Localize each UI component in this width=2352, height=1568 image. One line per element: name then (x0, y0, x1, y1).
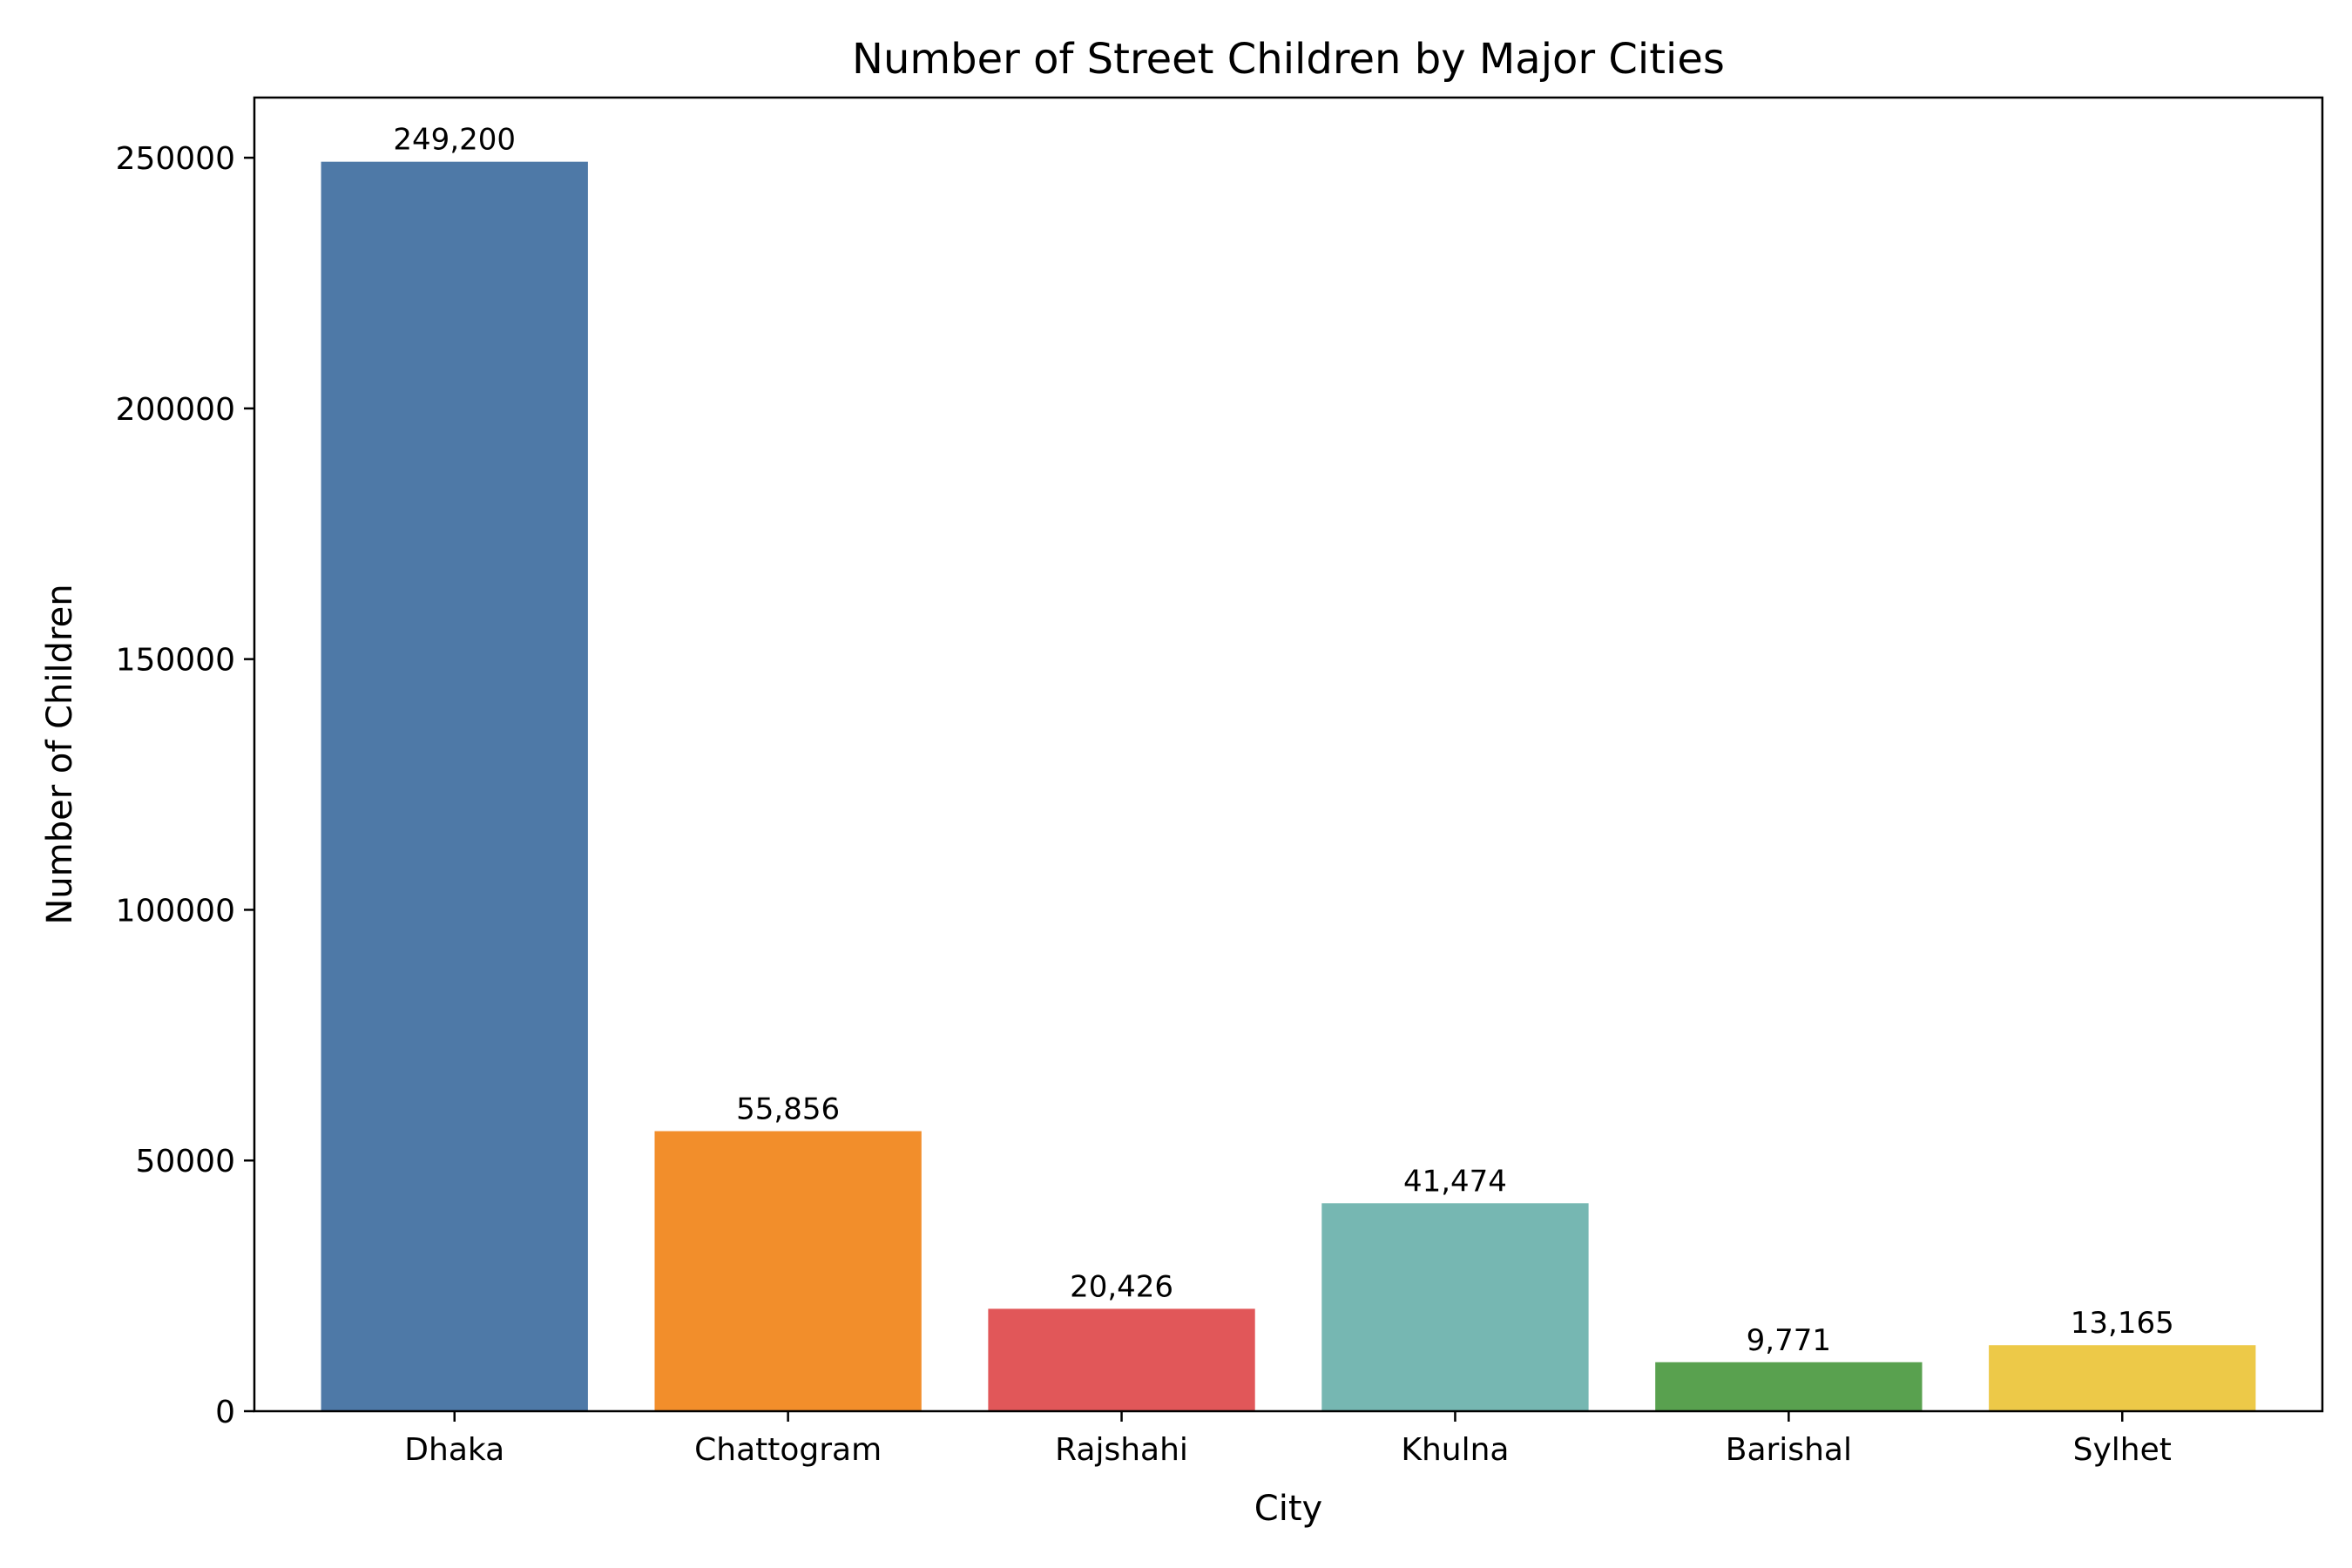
y-axis-label: Number of Children (40, 584, 80, 924)
bars (321, 161, 2256, 1411)
value-label-dhaka: 249,200 (393, 123, 516, 158)
value-label-khulna: 41,474 (1403, 1164, 1507, 1199)
bar-dhaka (321, 161, 588, 1411)
x-axis-label: City (1254, 1489, 1322, 1529)
value-label-sylhet: 13,165 (2071, 1306, 2174, 1341)
bar-rajshahi (988, 1308, 1255, 1411)
x-tick-label: Sylhet (2073, 1432, 2172, 1468)
y-tick-label: 0 (215, 1395, 235, 1430)
plot-frame (253, 96, 2324, 1413)
x-tick-label: Dhaka (404, 1432, 504, 1468)
value-labels: 249,200 55,856 20,426 41,474 9,771 13,165 (393, 123, 2173, 1358)
x-tick-label: Chattogram (694, 1432, 882, 1468)
chart-title: Number of Street Children by Major Citie… (852, 35, 1725, 84)
bar-barishal (1655, 1362, 1923, 1411)
y-tick-label: 200000 (116, 392, 235, 428)
y-tick-label: 150000 (116, 643, 235, 679)
bar-sylhet (1989, 1345, 2256, 1411)
x-tick-label: Barishal (1726, 1432, 1852, 1468)
value-label-chattogram: 55,856 (736, 1092, 840, 1127)
value-label-rajshahi: 20,426 (1070, 1269, 1173, 1304)
y-tick-label: 250000 (116, 141, 235, 177)
bar-chattogram (654, 1131, 922, 1411)
bar-khulna (1321, 1203, 1589, 1411)
x-tick-label: Khulna (1401, 1432, 1509, 1468)
value-label-barishal: 9,771 (1747, 1323, 1831, 1358)
y-axis-ticks: 0 50000 100000 150000 200000 250000 (116, 141, 254, 1430)
y-tick-label: 100000 (116, 893, 235, 929)
x-tick-label: Rajshahi (1055, 1432, 1188, 1468)
y-tick-label: 50000 (135, 1144, 235, 1179)
x-axis-ticks: Dhaka Chattogram Rajshahi Khulna Barishal Syl… (404, 1411, 2172, 1468)
